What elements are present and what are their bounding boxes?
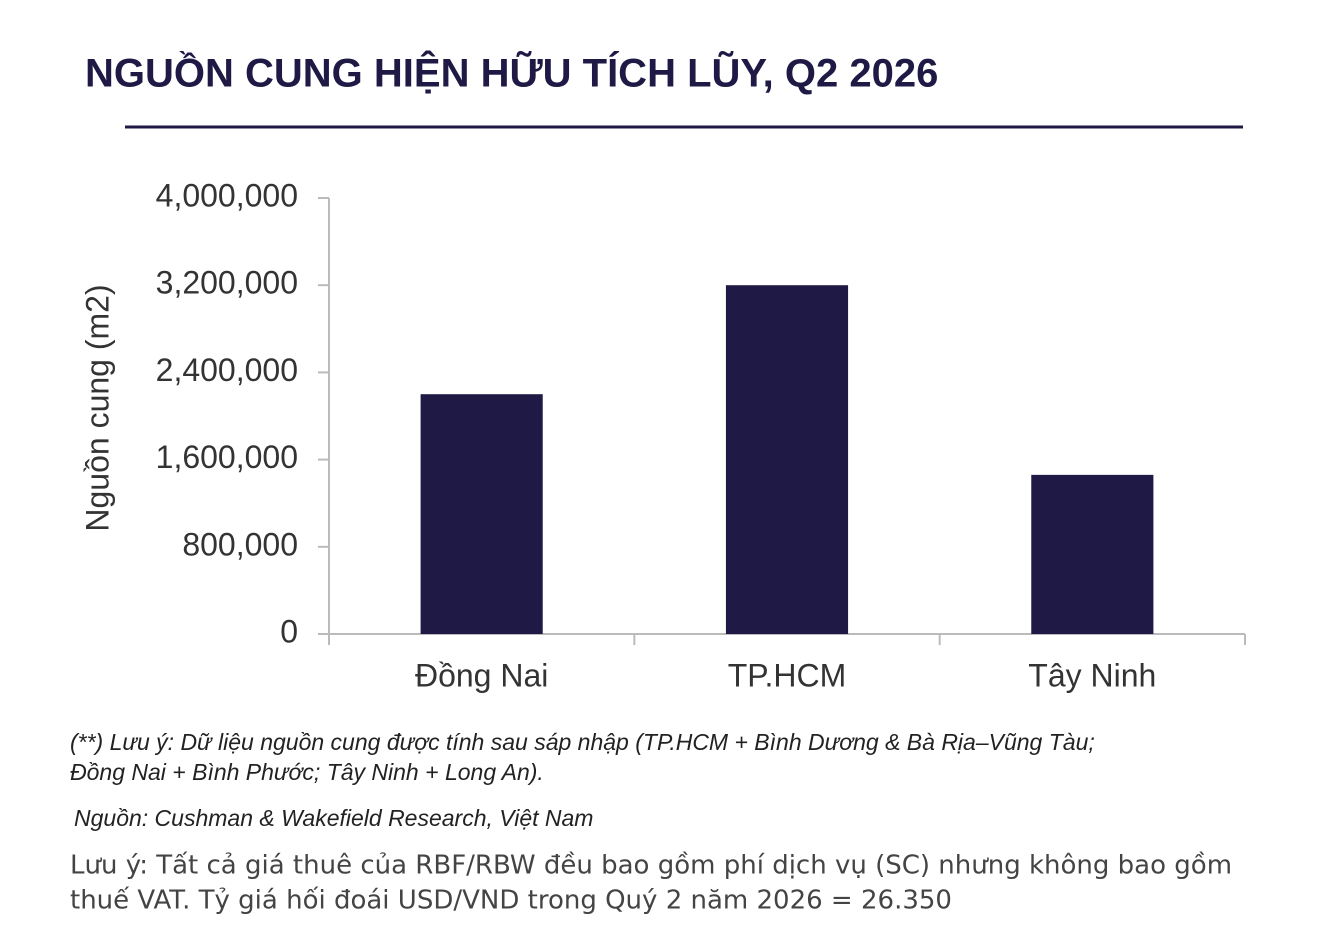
note-line: (**) Lưu ý: Dữ liệu nguồn cung được tính… — [70, 729, 1095, 755]
y-tick-label: 3,200,000 — [156, 265, 298, 301]
chart-title: NGUỒN CUNG HIỆN HỮU TÍCH LŨY, Q2 2026 — [85, 50, 938, 96]
y-tick-label: 1,600,000 — [156, 439, 298, 475]
y-tick-label: 800,000 — [182, 526, 298, 562]
bar — [420, 394, 543, 634]
y-tick-label: 2,400,000 — [156, 352, 298, 388]
y-axis-title: Nguồn cung (m2) — [79, 284, 115, 531]
note-line: Đồng Nai + Bình Phước; Tây Ninh + Long A… — [70, 759, 544, 785]
y-tick-label: 4,000,000 — [156, 177, 298, 213]
source: Nguồn: Cushman & Wakefield Research, Việ… — [74, 805, 593, 831]
x-tick-label: Tây Ninh — [1028, 657, 1156, 693]
rent-note: thuế VAT. Tỷ giá hối đoái USD/VND trong … — [70, 886, 952, 916]
y-tick-label: 0 — [280, 613, 298, 649]
x-tick-label: Đồng Nai — [415, 657, 548, 693]
x-tick-label: TP.HCM — [728, 657, 847, 693]
bar — [725, 285, 849, 634]
bar — [1031, 474, 1154, 634]
rent-note: Lưu ý: Tất cả giá thuê của RBF/RBW đều b… — [70, 851, 1232, 881]
